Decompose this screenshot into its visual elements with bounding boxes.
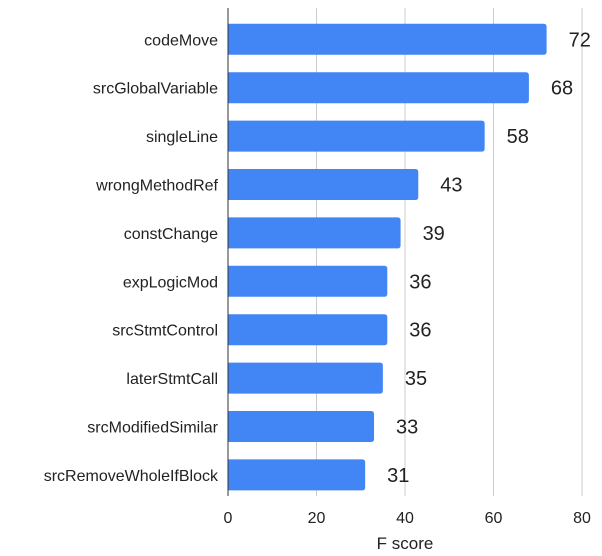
bar-laterStmtCall (228, 362, 383, 394)
category-label-constChange: constChange (124, 226, 218, 243)
value-label-laterStmtCall: 35 (405, 368, 427, 390)
value-label-wrongMethodRef: 43 (440, 175, 462, 197)
value-label-srcModifiedSimilar: 33 (396, 417, 418, 439)
bar-expLogicMod (228, 265, 388, 297)
x-tick-label: 80 (573, 510, 591, 527)
value-labels: 72 68 58 43 39 36 36 35 33 31 (387, 29, 591, 487)
value-label-singleLine: 58 (507, 126, 529, 148)
bar-wrongMethodRef (228, 169, 419, 200)
category-label-singleLine: singleLine (146, 129, 218, 146)
bars-layer (228, 23, 547, 491)
bar-srcRemoveWholeIfBlock (228, 459, 366, 491)
category-label-laterStmtCall: laterStmtCall (126, 371, 218, 388)
x-tick-label: 60 (485, 510, 503, 527)
bar-srcGlobalVariable (228, 72, 529, 104)
category-label-expLogicMod: expLogicMod (123, 274, 218, 291)
x-tick-label: 40 (396, 510, 414, 527)
bar-singleLine (228, 120, 485, 152)
category-label-srcGlobalVariable: srcGlobalVariable (93, 81, 218, 98)
x-tick-labels: 0 20 40 60 80 (224, 510, 591, 527)
bar-srcModifiedSimilar (228, 411, 375, 442)
value-label-srcGlobalVariable: 68 (551, 78, 573, 100)
value-label-constChange: 39 (423, 223, 445, 245)
category-label-srcStmtControl: srcStmtControl (112, 323, 218, 340)
bar-srcStmtControl (228, 314, 388, 346)
category-label-srcRemoveWholeIfBlock: srcRemoveWholeIfBlock (44, 468, 219, 485)
category-label-srcModifiedSimilar: srcModifiedSimilar (87, 420, 218, 437)
category-label-wrongMethodRef: wrongMethodRef (95, 178, 218, 195)
bar-constChange (228, 217, 401, 249)
x-tick-label: 0 (224, 510, 233, 527)
category-labels: codeMove srcGlobalVariable singleLine wrong… (44, 32, 219, 485)
value-label-codeMove: 72 (569, 29, 591, 51)
x-tick-label: 20 (308, 510, 326, 527)
value-label-expLogicMod: 36 (409, 271, 431, 293)
category-label-codeMove: codeMove (144, 32, 218, 49)
bar-codeMove (228, 23, 547, 55)
x-axis-title: F score (377, 534, 434, 553)
value-label-srcRemoveWholeIfBlock: 31 (387, 465, 409, 487)
value-label-srcStmtControl: 36 (409, 320, 431, 342)
